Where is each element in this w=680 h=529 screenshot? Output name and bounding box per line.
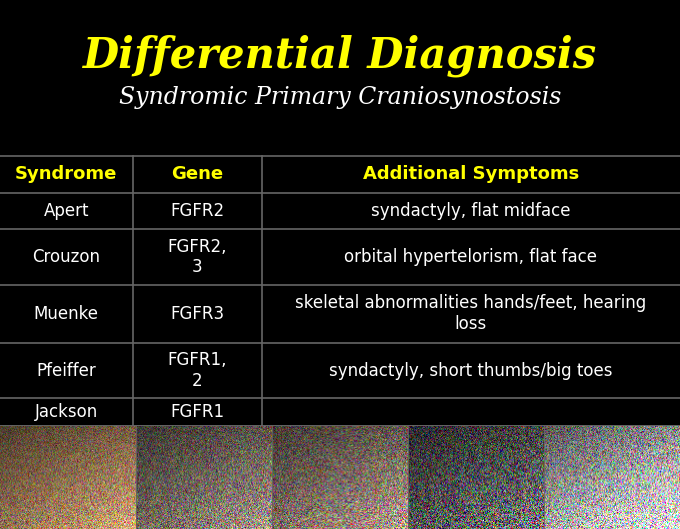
Text: syndactyly, flat midface: syndactyly, flat midface <box>371 202 571 220</box>
Text: Jackson: Jackson <box>35 403 98 421</box>
Text: FGFR1: FGFR1 <box>170 403 224 421</box>
Text: skeletal abnormalities hands/feet, hearing
loss: skeletal abnormalities hands/feet, heari… <box>295 295 647 333</box>
Text: Differential Diagnosis: Differential Diagnosis <box>83 34 597 77</box>
Text: Crouzon: Crouzon <box>32 248 101 266</box>
Text: orbital hypertelorism, flat face: orbital hypertelorism, flat face <box>344 248 598 266</box>
Text: Pfeiffer: Pfeiffer <box>37 362 96 380</box>
Text: Additional Symptoms: Additional Symptoms <box>362 166 579 184</box>
Text: FGFR1,
2: FGFR1, 2 <box>167 351 227 390</box>
Text: syndactyly, short thumbs/big toes: syndactyly, short thumbs/big toes <box>329 362 613 380</box>
Text: FGFR2,
3: FGFR2, 3 <box>167 238 227 276</box>
Text: FGFR3: FGFR3 <box>170 305 224 323</box>
Text: Apert: Apert <box>44 202 89 220</box>
Text: Syndromic Primary Craniosynostosis: Syndromic Primary Craniosynostosis <box>119 86 561 110</box>
Text: Syndrome: Syndrome <box>15 166 118 184</box>
Text: Gene: Gene <box>171 166 223 184</box>
Text: FGFR2: FGFR2 <box>170 202 224 220</box>
Text: Muenke: Muenke <box>34 305 99 323</box>
